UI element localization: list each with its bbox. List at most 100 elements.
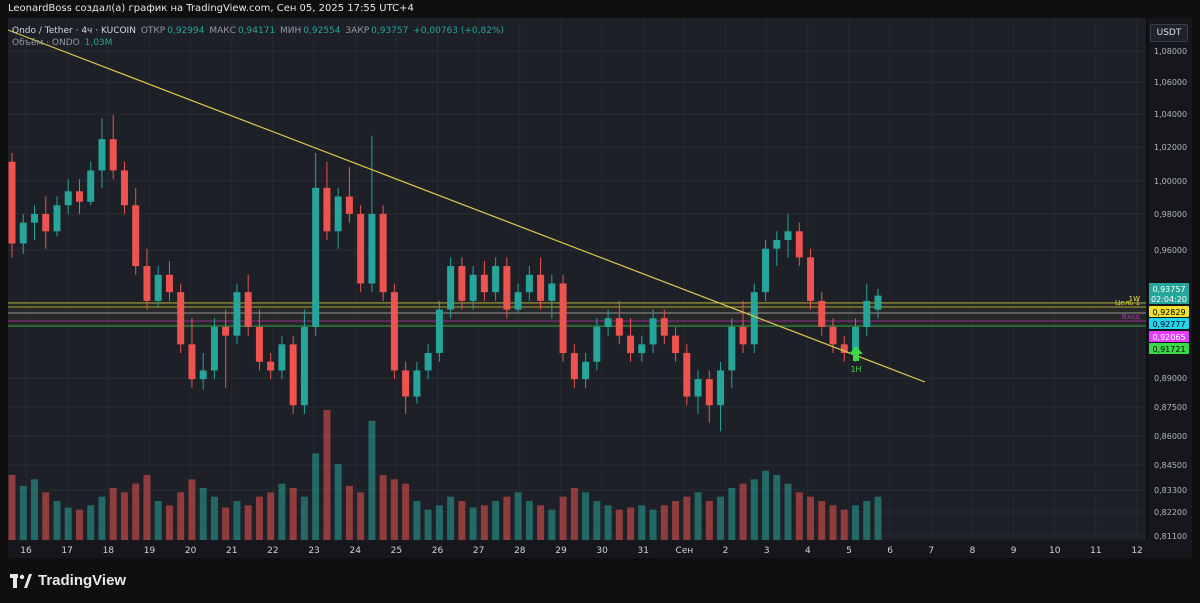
candle-body: [165, 274, 173, 293]
x-tick-label: 10: [1049, 546, 1061, 556]
volume-bar: [323, 410, 331, 540]
price-label: 02:04:20: [1151, 295, 1187, 304]
x-tick-label: 23: [308, 546, 319, 556]
candle-body: [660, 318, 668, 336]
volume-bar: [503, 496, 511, 540]
candle-body: [447, 266, 455, 310]
volume-bar: [807, 496, 815, 540]
x-tick-label: 11: [1090, 546, 1101, 556]
y-tick-label: 1,06000: [1154, 78, 1187, 87]
volume-bar: [255, 496, 263, 540]
candle-body: [19, 222, 27, 244]
candle-body: [863, 300, 871, 327]
volume-bar: [244, 505, 252, 540]
candle-body: [762, 248, 770, 293]
volume-bar: [627, 507, 635, 540]
candle-body: [109, 139, 117, 171]
volume-bar: [784, 483, 792, 540]
x-tick-label: 16: [20, 546, 32, 556]
tradingview-logo-icon: [10, 573, 32, 588]
candle-body: [435, 309, 443, 354]
candle-body: [233, 292, 241, 336]
price-label-box: [1149, 283, 1189, 294]
candle-body: [255, 326, 263, 362]
x-tick-label: 31: [638, 546, 649, 556]
candle-body: [537, 274, 545, 301]
volume-bar: [660, 505, 668, 540]
volume-bar: [717, 496, 725, 540]
candle-body: [188, 344, 196, 380]
volume-bar: [19, 485, 27, 540]
candle-body: [705, 379, 713, 406]
volume-bar: [402, 483, 410, 540]
legend-ohlc: Ondo / Tether · 4ч · KUCOIN ОТКР 0,92994 …: [12, 26, 506, 36]
candle-body: [492, 266, 500, 293]
y-tick-label: 1,08000: [1154, 47, 1187, 56]
x-tick-label: 28: [514, 546, 526, 556]
candle-body: [199, 370, 207, 380]
candle-body: [874, 295, 882, 310]
candle-body: [289, 344, 297, 406]
candle-body: [42, 213, 50, 232]
x-tick-label: 9: [1011, 546, 1017, 556]
legend-symbol: Ondo / Tether · 4ч · KUCOIN: [12, 26, 136, 36]
volume-bar: [132, 483, 140, 540]
volume-bar: [334, 464, 342, 540]
candle-body: [717, 370, 725, 406]
x-tick-label: 21: [226, 546, 237, 556]
y-tick-label: 1,04000: [1154, 110, 1187, 119]
candle-body: [390, 292, 398, 371]
candle-body: [649, 318, 657, 345]
level-label: Цель 1: [1115, 299, 1140, 307]
candle-body: [222, 326, 230, 336]
volume-bar: [537, 505, 545, 540]
candle-body: [120, 170, 128, 206]
candle-body: [402, 370, 410, 397]
x-tick-label: 27: [473, 546, 484, 556]
volume-bar: [852, 505, 859, 540]
volume-bar: [8, 475, 16, 540]
volume-bar: [222, 507, 230, 540]
change-value: +0,00763 (+0,82%): [413, 26, 505, 36]
candle-body: [480, 274, 488, 293]
candle-body: [278, 344, 286, 371]
candle-body: [728, 326, 736, 371]
candle-body: [514, 292, 522, 310]
candle-body: [503, 266, 511, 310]
candle-body: [87, 170, 95, 202]
y-tick-label: 0,87500: [1154, 403, 1187, 412]
x-tick-label: 26: [432, 546, 444, 556]
volume-bar: [548, 509, 556, 540]
x-tick-label: 25: [391, 546, 402, 556]
candle-body: [638, 344, 646, 354]
candle-body: [852, 326, 859, 354]
volume-bar: [267, 492, 275, 540]
price-axis-background: [1148, 18, 1192, 540]
y-tick-label: 0,86000: [1154, 432, 1187, 441]
volume-bar: [773, 475, 781, 540]
volume-bar: [604, 505, 612, 540]
volume-bar: [199, 488, 207, 540]
close-value: 0,93757: [371, 26, 409, 36]
volume-bar: [390, 479, 398, 540]
volume-bar: [345, 485, 353, 540]
y-tick-label: 0,98000: [1154, 210, 1187, 219]
volume-bar: [300, 496, 308, 540]
up-arrow-icon: [849, 346, 863, 361]
volume-bar: [694, 492, 702, 540]
candle-body: [694, 379, 702, 397]
volume-bar: [672, 501, 680, 540]
candle-body: [244, 292, 252, 327]
candle-body: [31, 213, 38, 223]
volume-bar: [210, 496, 218, 540]
candle-body: [64, 191, 72, 206]
volume-bar: [368, 420, 376, 540]
volume-bar: [165, 505, 173, 540]
candle-body: [739, 326, 747, 345]
candle-body: [818, 300, 826, 327]
volume-bar: [75, 509, 83, 540]
candle-body: [795, 231, 803, 258]
volume-bar: [525, 501, 533, 540]
currency-badge[interactable]: USDT: [1150, 24, 1188, 42]
